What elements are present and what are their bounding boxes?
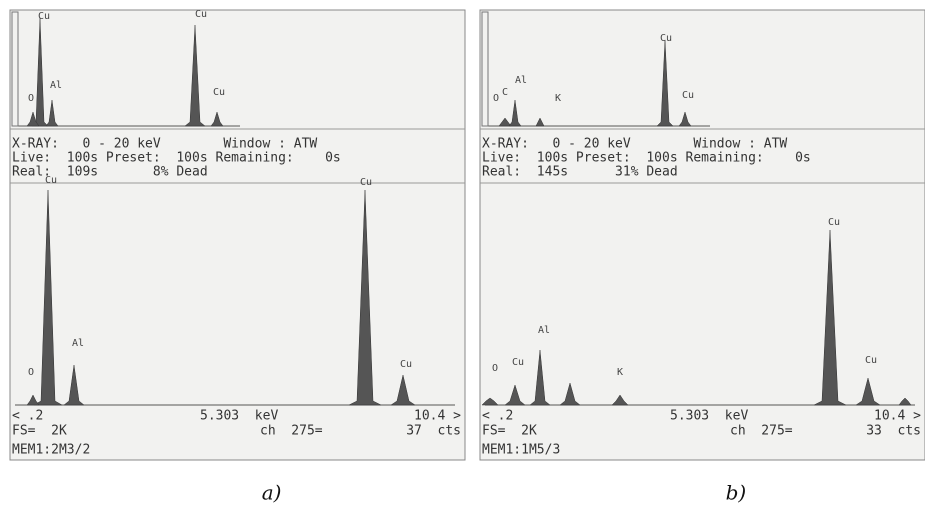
footer-center: 5.303 keV bbox=[670, 409, 748, 424]
footer-right: 10.4 > bbox=[414, 409, 461, 424]
peak bbox=[390, 374, 416, 406]
screen bbox=[479, 9, 925, 461]
footer-right: 10.4 > bbox=[874, 409, 921, 424]
caption: b) bbox=[726, 481, 747, 505]
caption: a) bbox=[262, 481, 282, 505]
peak bbox=[656, 39, 674, 127]
peak-label: Cu bbox=[45, 175, 57, 186]
peak-label: O bbox=[493, 93, 499, 104]
footer-left: < .2 bbox=[12, 409, 43, 424]
status-line: Live: 100s Preset: 100s Remaining: 0s bbox=[12, 151, 341, 166]
peak-label: K bbox=[617, 367, 623, 378]
top-scale bbox=[11, 11, 19, 127]
footer-cts: 33 cts bbox=[866, 424, 921, 439]
peak bbox=[529, 349, 551, 406]
peak bbox=[45, 99, 59, 127]
status-line: Live: 100s Preset: 100s Remaining: 0s bbox=[482, 151, 811, 166]
peak-label: Cu bbox=[400, 359, 412, 370]
peak-label: Cu bbox=[828, 217, 840, 228]
footer-cts: 37 cts bbox=[406, 424, 461, 439]
peak bbox=[26, 111, 40, 127]
peak bbox=[611, 394, 629, 406]
footer-left: < .2 bbox=[482, 409, 513, 424]
top-scale bbox=[481, 11, 489, 127]
peak-label: Al bbox=[515, 75, 527, 86]
status-line: Real: 109s 8% Dead bbox=[12, 165, 208, 180]
peak-label: Cu bbox=[660, 33, 672, 44]
peak-label: Cu bbox=[682, 90, 694, 101]
peak-label: Cu bbox=[865, 355, 877, 366]
peak-label: Cu bbox=[38, 11, 50, 22]
peak-label: K bbox=[555, 93, 561, 104]
footer-fs: FS= 2K bbox=[12, 424, 67, 439]
footer-fs: FS= 2K bbox=[482, 424, 537, 439]
peak-label: O bbox=[28, 93, 34, 104]
peak-label: C bbox=[502, 87, 508, 98]
peak bbox=[535, 117, 545, 127]
status-line: Real: 145s 31% Dead bbox=[482, 165, 678, 180]
peak-label: Cu bbox=[360, 177, 372, 188]
footer-mem: MEM1:2M3/2 bbox=[12, 443, 90, 458]
peak bbox=[678, 111, 692, 127]
peak-label: Cu bbox=[213, 87, 225, 98]
peak bbox=[63, 364, 85, 406]
peak bbox=[813, 229, 847, 406]
peak-label: O bbox=[28, 367, 34, 378]
peak bbox=[481, 397, 499, 406]
status-line: X-RAY: 0 - 20 keV Window : ATW bbox=[12, 137, 317, 152]
peak bbox=[210, 111, 224, 127]
footer-ch: ch 275= bbox=[730, 424, 793, 439]
peak bbox=[504, 384, 526, 406]
status-line: X-RAY: 0 - 20 keV Window : ATW bbox=[482, 137, 787, 152]
peak bbox=[184, 24, 206, 127]
peak bbox=[898, 397, 912, 406]
peak-label: Cu bbox=[195, 9, 207, 20]
peak-label: Al bbox=[50, 80, 62, 91]
screen bbox=[9, 9, 466, 461]
peak-label: Al bbox=[538, 325, 550, 336]
peak bbox=[33, 189, 63, 406]
peak-label: Al bbox=[72, 338, 84, 349]
footer-mem: MEM1:1M5/3 bbox=[482, 443, 560, 458]
footer-ch: ch 275= bbox=[260, 424, 323, 439]
footer-center: 5.303 keV bbox=[200, 409, 278, 424]
peak-label: O bbox=[492, 363, 498, 374]
peak bbox=[559, 382, 581, 406]
peak-label: Cu bbox=[512, 357, 524, 368]
peak bbox=[508, 99, 522, 127]
peak bbox=[348, 189, 382, 406]
peak bbox=[26, 394, 40, 406]
peak bbox=[855, 377, 881, 406]
